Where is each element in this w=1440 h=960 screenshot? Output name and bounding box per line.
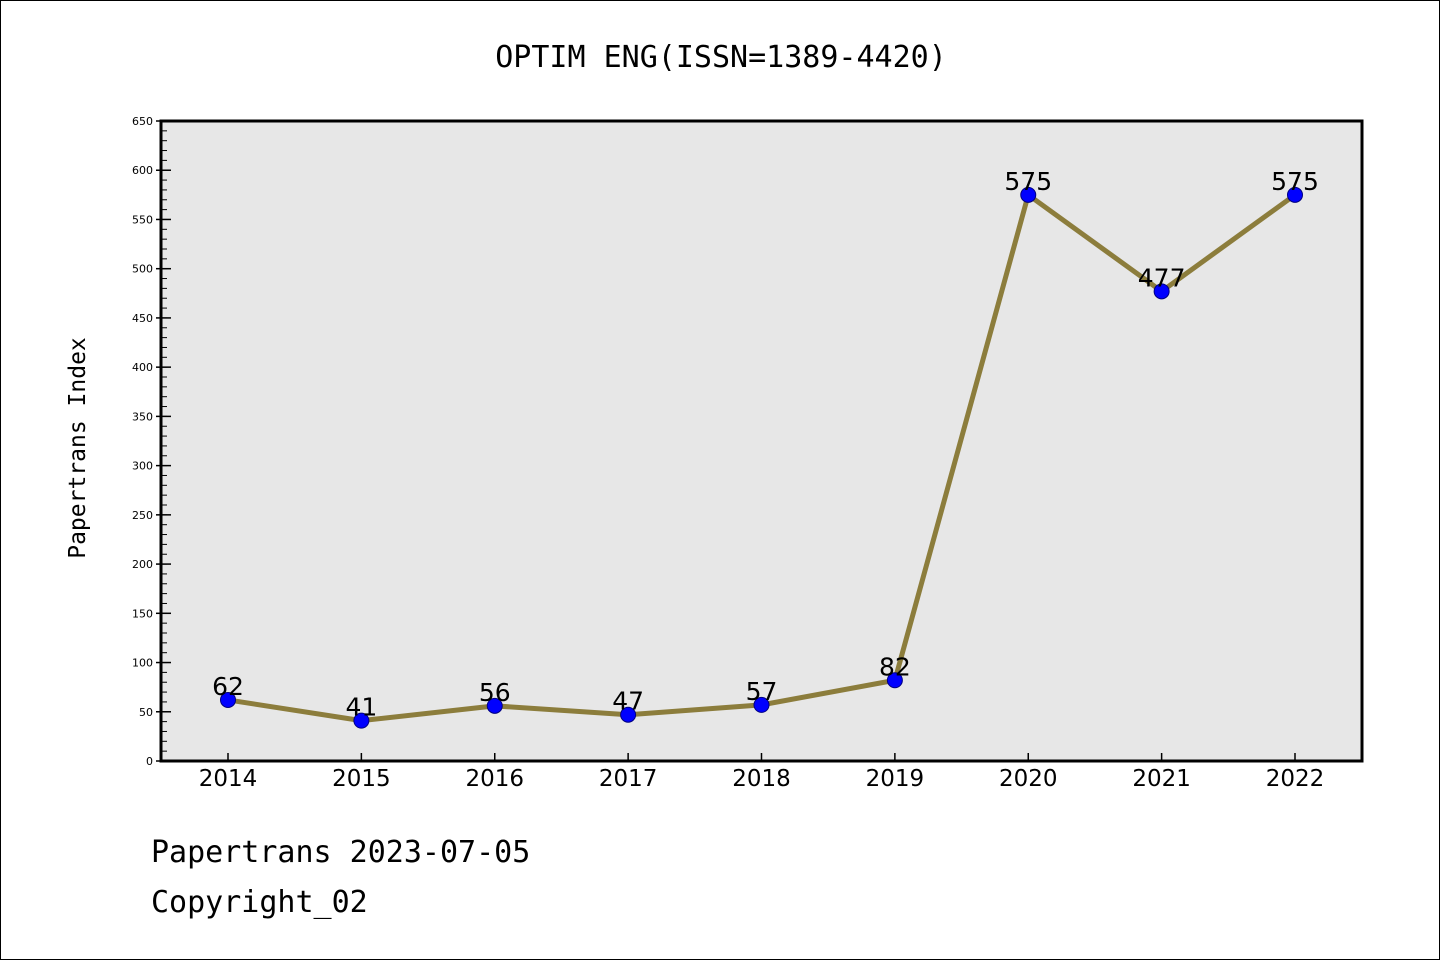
- data-point: [486, 697, 503, 714]
- x-tick-label: 2014: [199, 766, 258, 792]
- data-point: [753, 696, 770, 713]
- data-markers: [220, 186, 1303, 729]
- data-point: [620, 706, 637, 723]
- y-tick-label: 650: [132, 115, 153, 128]
- y-tick-label: 50: [139, 706, 153, 719]
- data-labels: 62 41 56 47 57 82 575 477 575: [212, 167, 1319, 722]
- data-label: 62: [212, 672, 244, 701]
- data-point: [220, 691, 236, 708]
- data-label: 575: [1271, 167, 1319, 196]
- y-axis-label: Papertrans Index: [65, 337, 91, 559]
- x-tick-label: 2022: [1266, 766, 1325, 792]
- data-label: 41: [345, 693, 377, 722]
- y-tick-label: 200: [132, 558, 153, 571]
- data-label: 47: [612, 687, 644, 716]
- data-label: 82: [879, 652, 911, 681]
- x-tick-label: 2019: [866, 766, 925, 792]
- y-tick-label: 500: [132, 263, 153, 276]
- y-tick-label: 450: [132, 312, 153, 325]
- data-label: 57: [746, 677, 778, 706]
- data-label: 56: [479, 678, 511, 707]
- data-point: [1287, 186, 1303, 203]
- data-label: 477: [1138, 263, 1186, 292]
- plot-frame: [159, 119, 1364, 763]
- x-tick-label: 2021: [1132, 766, 1191, 792]
- y-tick-label: 600: [132, 164, 153, 177]
- y-tick-label: 0: [146, 755, 153, 768]
- footer-copyright: Copyright_02: [151, 885, 368, 920]
- y-tick-label: 350: [132, 410, 153, 423]
- x-tick-label: 2017: [599, 766, 658, 792]
- plot-area: [161, 121, 1362, 761]
- data-point: [1153, 283, 1170, 300]
- y-tick-label: 250: [132, 509, 153, 522]
- x-axis-ticks: 2014 2015 2016 2017 2018 2019 2020 2021 2022: [199, 753, 1325, 792]
- x-tick-label: 2015: [332, 766, 391, 792]
- y-tick-label: 100: [132, 657, 153, 670]
- x-tick-label: 2020: [999, 766, 1058, 792]
- x-tick-label: 2016: [465, 766, 524, 792]
- y-axis-ticks: 0 50 100 150 200 250 300 350 400 450 500 550 600 650: [132, 115, 171, 768]
- chart-title: OPTIM ENG(ISSN=1389-4420): [495, 40, 947, 75]
- x-tick-label: 2018: [732, 766, 791, 792]
- data-point: [1020, 186, 1037, 203]
- y-tick-label: 150: [132, 607, 153, 620]
- data-point: [886, 672, 903, 689]
- y-tick-label: 300: [132, 460, 153, 473]
- data-point: [353, 712, 370, 729]
- data-label: 575: [1004, 167, 1052, 196]
- footer-date: Papertrans 2023-07-05: [151, 835, 531, 870]
- y-tick-label: 400: [132, 361, 153, 374]
- y-tick-label: 550: [132, 213, 153, 226]
